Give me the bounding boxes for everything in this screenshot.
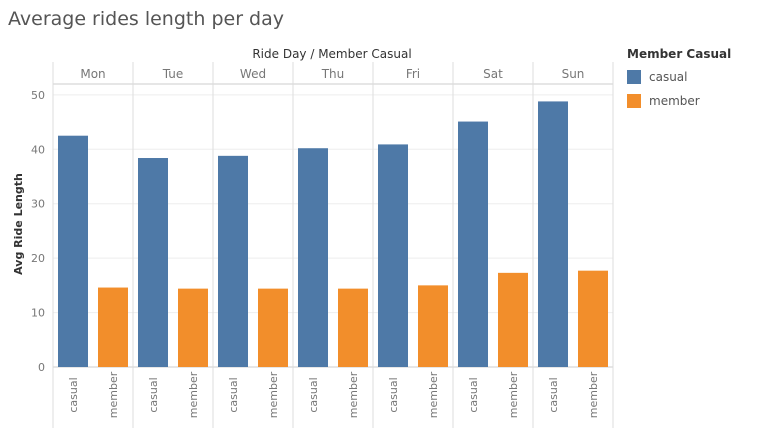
x-tick-label: member bbox=[347, 371, 360, 418]
x-tick-label: member bbox=[507, 371, 520, 418]
legend: Member Casual casual member bbox=[627, 47, 731, 113]
bar-thu-casual[interactable] bbox=[298, 148, 328, 367]
y-tick-label: 40 bbox=[31, 143, 45, 156]
bar-thu-member[interactable] bbox=[338, 288, 368, 367]
legend-swatch-casual bbox=[627, 70, 641, 84]
x-tick-label: member bbox=[587, 371, 600, 418]
bar-mon-casual[interactable] bbox=[58, 135, 88, 367]
y-tick-label: 50 bbox=[31, 89, 45, 102]
category-header-sun: Sun bbox=[562, 67, 585, 81]
x-tick-label: casual bbox=[147, 377, 160, 412]
bar-mon-member[interactable] bbox=[98, 287, 128, 367]
bar-wed-casual[interactable] bbox=[218, 155, 248, 367]
bar-sat-casual[interactable] bbox=[458, 121, 488, 367]
chart-title: Average rides length per day bbox=[8, 8, 284, 30]
x-tick-label: casual bbox=[547, 377, 560, 412]
x-tick-label: casual bbox=[467, 377, 480, 412]
bar-sat-member[interactable] bbox=[498, 272, 528, 367]
x-tick-label: casual bbox=[307, 377, 320, 412]
legend-item-member[interactable]: member bbox=[627, 89, 731, 113]
category-header-thu: Thu bbox=[321, 67, 345, 81]
bar-tue-casual[interactable] bbox=[138, 158, 168, 367]
bar-tue-member[interactable] bbox=[178, 288, 208, 367]
y-tick-label: 10 bbox=[31, 307, 45, 320]
x-tick-label: casual bbox=[387, 377, 400, 412]
bar-fri-casual[interactable] bbox=[378, 144, 408, 367]
legend-item-casual[interactable]: casual bbox=[627, 65, 731, 89]
x-tick-label: member bbox=[267, 371, 280, 418]
x-tick-label: casual bbox=[67, 377, 80, 412]
column-header: Ride Day / Member Casual bbox=[252, 47, 411, 61]
y-axis-label: Avg Ride Length bbox=[12, 173, 25, 275]
category-header-sat: Sat bbox=[483, 67, 503, 81]
bar-wed-member[interactable] bbox=[258, 288, 288, 367]
category-header-wed: Wed bbox=[240, 67, 266, 81]
legend-label-casual: casual bbox=[649, 70, 688, 84]
x-tick-label: member bbox=[187, 371, 200, 418]
bar-sun-casual[interactable] bbox=[538, 101, 568, 368]
category-header-tue: Tue bbox=[162, 67, 184, 81]
y-tick-label: 30 bbox=[31, 198, 45, 211]
bar-fri-member[interactable] bbox=[418, 285, 448, 367]
x-tick-label: casual bbox=[227, 377, 240, 412]
x-tick-label: member bbox=[427, 371, 440, 418]
legend-label-member: member bbox=[649, 94, 700, 108]
legend-swatch-member bbox=[627, 94, 641, 108]
bar-sun-member[interactable] bbox=[578, 270, 608, 367]
y-tick-label: 0 bbox=[38, 361, 45, 374]
x-tick-label: member bbox=[107, 371, 120, 418]
category-header-fri: Fri bbox=[406, 67, 420, 81]
y-tick-label: 20 bbox=[31, 252, 45, 265]
category-header-mon: Mon bbox=[80, 67, 105, 81]
legend-title: Member Casual bbox=[627, 47, 732, 61]
